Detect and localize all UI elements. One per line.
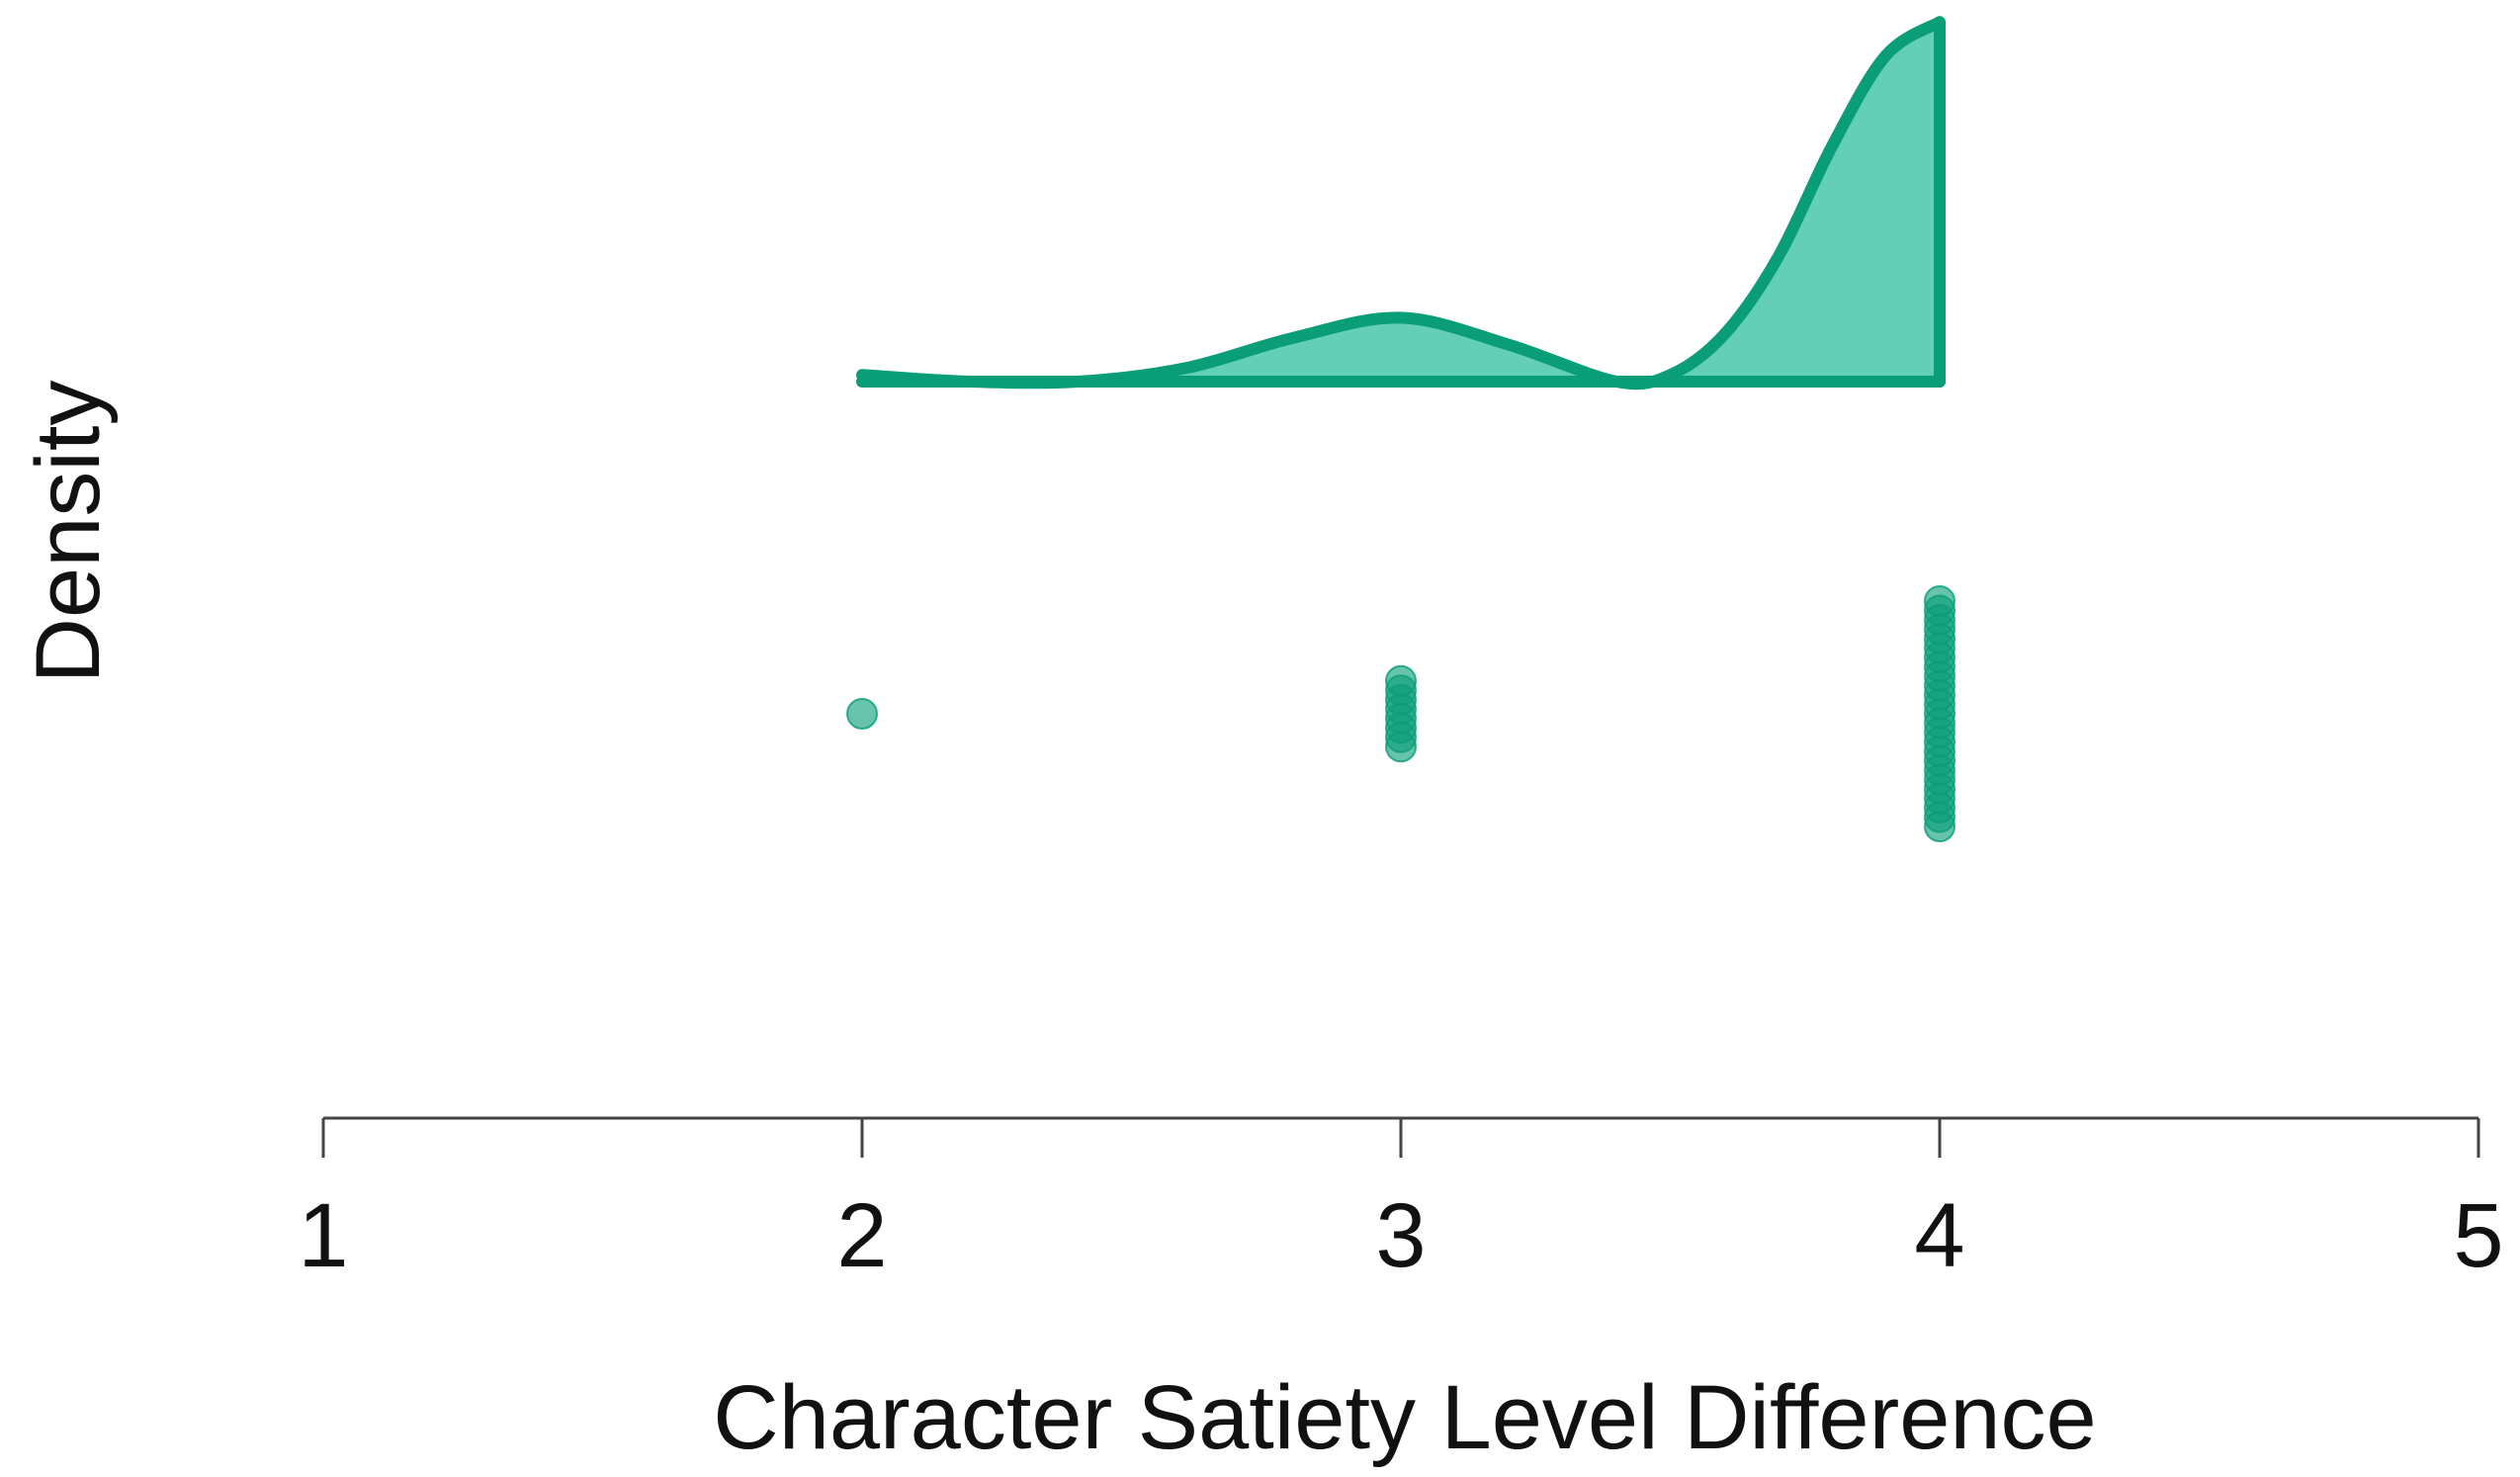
data-point: [1924, 811, 1955, 842]
density-area: [862, 22, 1940, 385]
data-points-layer: [846, 585, 1955, 842]
x-axis: 1 2 3 4 5: [298, 1116, 2504, 1286]
density-curve-layer: [856, 16, 1946, 391]
x-tick-label: 1: [298, 1185, 348, 1286]
x-axis-title: Character Satiety Level Difference: [713, 1367, 2096, 1468]
x-tick-label: 2: [836, 1185, 887, 1286]
x-tick-label: 3: [1375, 1185, 1426, 1286]
data-point: [846, 698, 878, 730]
y-axis-title: Density: [18, 381, 119, 684]
x-tick-label: 5: [2453, 1185, 2503, 1286]
x-tick-label: 4: [1914, 1185, 1964, 1286]
data-point: [1385, 731, 1417, 763]
